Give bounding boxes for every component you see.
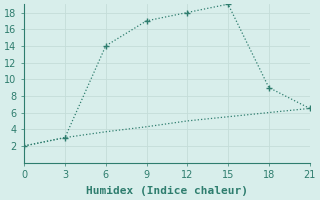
X-axis label: Humidex (Indice chaleur): Humidex (Indice chaleur) xyxy=(86,186,248,196)
